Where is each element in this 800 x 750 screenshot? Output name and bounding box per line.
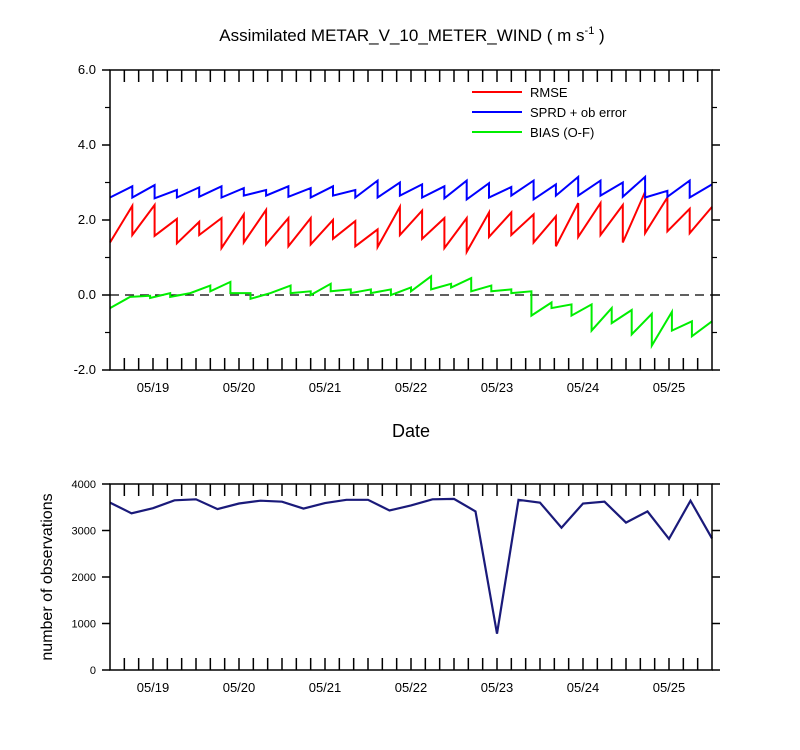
x-tick-label: 05/23 <box>481 680 514 695</box>
x-tick-label: 05/25 <box>653 380 686 395</box>
legend-label: RMSE <box>530 85 568 100</box>
x-tick-label: 05/22 <box>395 680 428 695</box>
top-axis-ticks: 05/19 05/20 05/21 05/22 05/23 05/24 05/25 -2.0 0… <box>74 62 720 395</box>
top-chart: Assimilated METAR_V_10_METER_WIND ( m s-… <box>74 25 720 441</box>
y-tick-label: 6.0 <box>78 62 96 77</box>
top-series-layer <box>109 174 713 350</box>
bottom-plot-frame <box>109 483 713 671</box>
bottom-series-layer <box>109 497 713 634</box>
title-suffix: ) <box>594 26 604 45</box>
chart-title: Assimilated METAR_V_10_METER_WIND ( m s-… <box>219 25 604 45</box>
legend: RMSE SPRD + ob error BIAS (O-F) <box>472 85 627 140</box>
x-tick-label: 05/21 <box>309 380 342 395</box>
series-line-bias-o-f <box>109 274 713 350</box>
legend-label: SPRD + ob error <box>530 105 627 120</box>
y-tick-label: 4.0 <box>78 137 96 152</box>
x-tick-label: 05/21 <box>309 680 342 695</box>
title-superscript: -1 <box>585 25 595 37</box>
y-axis-label: number of observations <box>39 493 56 660</box>
y-tick-label: 1000 <box>72 619 96 631</box>
x-tick-label: 05/24 <box>567 680 600 695</box>
series-line-rmse <box>109 191 713 256</box>
x-tick-label: 05/22 <box>395 380 428 395</box>
y-tick-label: 4000 <box>72 479 96 491</box>
bottom-chart: 05/19 05/20 05/21 05/22 05/23 05/24 05/25 0 1000… <box>39 479 720 695</box>
y-tick-label: 2000 <box>72 572 96 584</box>
x-tick-label: 05/23 <box>481 380 514 395</box>
x-tick-label: 05/19 <box>137 680 170 695</box>
series-line-observations <box>109 497 713 634</box>
x-tick-label: 05/20 <box>223 380 256 395</box>
x-axis-label: Date <box>392 421 430 441</box>
x-tick-label: 05/24 <box>567 380 600 395</box>
y-tick-label: -2.0 <box>74 362 96 377</box>
y-tick-label: 0 <box>90 665 96 677</box>
y-tick-label: 3000 <box>72 526 96 538</box>
series-line-sprd-ob-error <box>109 174 713 202</box>
legend-label: BIAS (O-F) <box>530 125 594 140</box>
y-tick-label: 0.0 <box>78 287 96 302</box>
bottom-axis-ticks: 05/19 05/20 05/21 05/22 05/23 05/24 05/25 0 1000… <box>72 479 720 695</box>
y-tick-label: 2.0 <box>78 212 96 227</box>
x-tick-label: 05/25 <box>653 680 686 695</box>
x-tick-label: 05/20 <box>223 680 256 695</box>
x-tick-label: 05/19 <box>137 380 170 395</box>
